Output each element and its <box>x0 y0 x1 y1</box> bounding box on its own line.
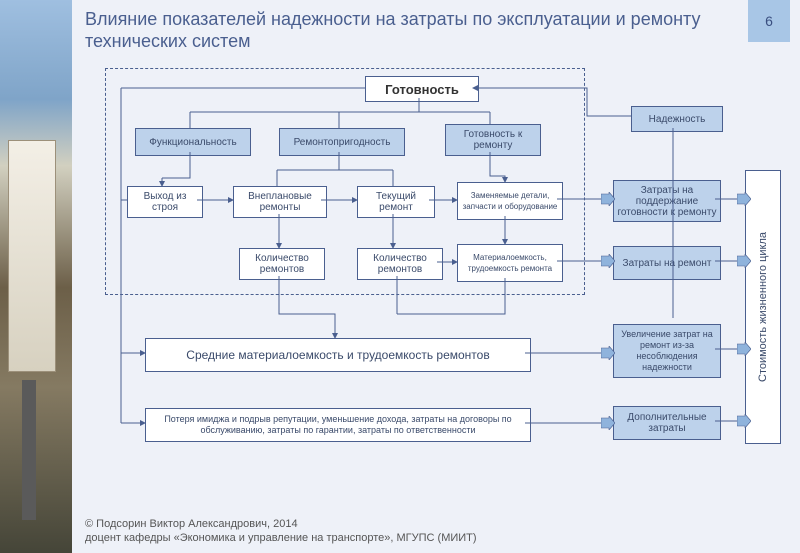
node-cost-ready: Затраты на поддержание готовности к ремо… <box>613 180 721 222</box>
node-material: Материалоемкость, трудоемкость ремонта <box>457 244 563 282</box>
footer: © Подсорин Виктор Александрович, 2014 до… <box>85 517 477 545</box>
node-cost-repair: Затраты на ремонт <box>613 246 721 280</box>
node-repairability: Ремонтопригодность <box>279 128 405 156</box>
node-readiness: Готовность <box>365 76 479 102</box>
sidebar-photo <box>0 0 72 553</box>
node-count2: Количество ремонтов <box>357 248 443 280</box>
node-unplanned: Внеплановые ремонты <box>233 186 327 218</box>
node-image: Потеря имиджа и подрыв репутации, уменьш… <box>145 408 531 442</box>
slide-title: Влияние показателей надежности на затрат… <box>85 8 725 52</box>
node-parts: Заменяемые детали, запчасти и оборудован… <box>457 182 563 220</box>
node-lifecycle: Стоимость жизненного цикла <box>745 170 781 444</box>
node-failure: Выход из строя <box>127 186 203 218</box>
node-functionality: Функциональность <box>135 128 251 156</box>
node-avg: Средние материалоемкость и трудоемкость … <box>145 338 531 372</box>
node-current: Текущий ремонт <box>357 186 435 218</box>
node-reliability: Надежность <box>631 106 723 132</box>
node-extra: Дополнительные затраты <box>613 406 721 440</box>
node-ready-repair: Готовность к ремонту <box>445 124 541 156</box>
node-increase: Увеличение затрат на ремонт из-за несобл… <box>613 324 721 378</box>
page-number: 6 <box>748 0 790 42</box>
flowchart: Готовность Надежность Функциональность Р… <box>85 58 785 498</box>
node-count1: Количество ремонтов <box>239 248 325 280</box>
